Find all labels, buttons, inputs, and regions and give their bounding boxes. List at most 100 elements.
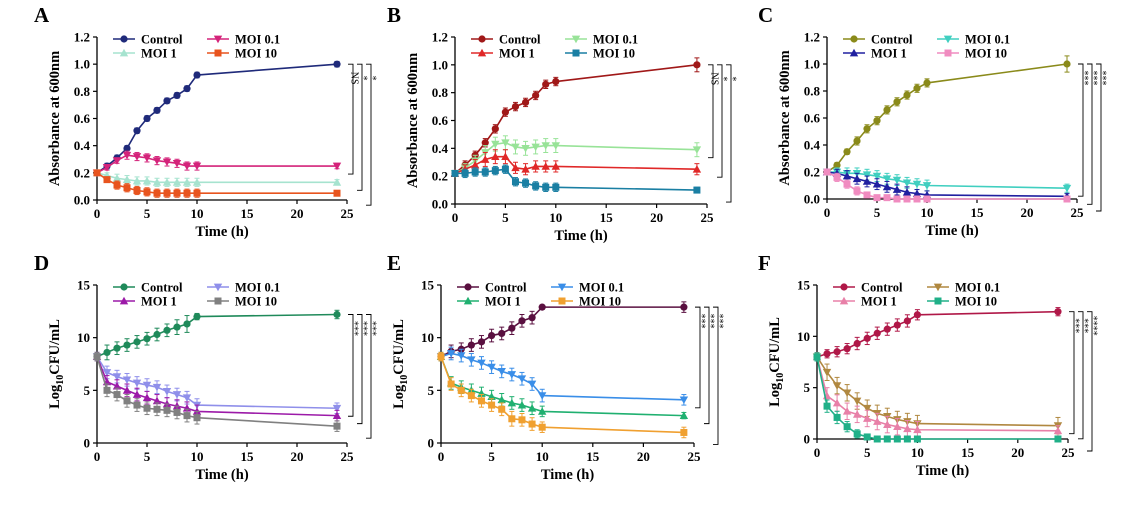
data-point (853, 187, 861, 195)
y-tick-label: 0.2 (74, 165, 90, 180)
x-tick-label: 10 (911, 445, 924, 460)
data-point (112, 157, 122, 165)
data-point (528, 314, 536, 322)
panel-letter: D (34, 251, 49, 275)
legend-label: MOI 10 (579, 295, 621, 309)
y-tick-label: 15 (77, 278, 91, 293)
data-point (551, 142, 560, 150)
data-point (902, 179, 912, 187)
legend: Control MOI 0.1 MOI 1 MOI 10 (843, 33, 1010, 61)
data-point (873, 117, 881, 125)
legend-marker (933, 283, 943, 292)
data-point (498, 405, 506, 413)
significance-bracket (1087, 311, 1093, 452)
data-point (461, 169, 469, 177)
series-line (816, 310, 1058, 358)
data-point (132, 390, 142, 398)
data-point (193, 313, 201, 321)
data-point (843, 148, 851, 156)
data-point (162, 388, 172, 396)
data-point (133, 338, 141, 346)
data-point (872, 179, 882, 188)
data-point (477, 397, 485, 405)
data-point (680, 428, 688, 436)
data-point (491, 167, 499, 175)
legend: Control MOI 0.1 MOI 1 MOI 10 (833, 281, 1000, 309)
data-point (853, 339, 861, 348)
panel-e: E 0 5 10 15 0 5 10 15 20 25 Time (h) Log10CFU/mL Cont… (387, 251, 725, 483)
data-point (163, 326, 171, 334)
data-point (501, 139, 510, 147)
legend: Control MOI 0.1 MOI 1 MOI 10 (471, 33, 638, 61)
x-axis-title: Time (h) (554, 228, 607, 244)
y-tick-label: 15 (797, 278, 811, 293)
data-point (501, 152, 510, 161)
legend-label: MOI 0.1 (235, 33, 280, 47)
data-point (853, 430, 861, 438)
significance-label: * (367, 76, 378, 81)
data-point (852, 174, 862, 183)
series-line (96, 356, 338, 410)
data-point (142, 381, 152, 390)
significance-bracket (1078, 63, 1084, 197)
data-point (133, 127, 141, 135)
data-point (508, 324, 516, 332)
data-point (122, 175, 132, 183)
legend-label: MOI 1 (861, 295, 897, 309)
y-tick-label: 0.0 (804, 192, 820, 207)
data-point (467, 392, 475, 400)
legend-marker (120, 35, 128, 43)
data-point (123, 341, 131, 349)
data-point (923, 195, 931, 203)
data-point (813, 353, 821, 361)
data-point (143, 335, 151, 343)
legend-marker (944, 49, 952, 57)
data-point (922, 182, 932, 190)
data-point (333, 60, 341, 68)
significance-label: *** (705, 314, 716, 329)
y-tick-label: 1.2 (804, 30, 820, 45)
series-line (440, 306, 684, 358)
legend-label: MOI 1 (141, 295, 177, 309)
legend-label: MOI 10 (235, 295, 277, 309)
data-point (893, 195, 901, 203)
x-tick-label: 20 (1011, 445, 1024, 460)
panel-letter: F (758, 251, 771, 275)
significance-bracket (1096, 63, 1102, 212)
data-point (467, 356, 476, 364)
x-tick-label: 0 (824, 205, 831, 220)
significance-label: * (358, 76, 369, 81)
x-tick-label: 5 (488, 449, 495, 464)
significance-brackets: NS** (708, 64, 738, 203)
data-point (903, 424, 912, 433)
data-point (893, 435, 901, 443)
data-point (333, 422, 341, 430)
data-point (863, 404, 872, 413)
x-tick-label: 15 (241, 449, 255, 464)
data-point (152, 383, 162, 392)
data-point (172, 178, 182, 186)
x-tick-label: 25 (341, 206, 355, 221)
legend-marker (840, 283, 848, 291)
significance-brackets: ********* (348, 314, 378, 439)
legend-label: MOI 0.1 (955, 281, 1000, 295)
x-tick-label: 15 (971, 205, 985, 220)
data-point (332, 404, 342, 413)
data-point (491, 140, 500, 149)
y-axis-title: Log10CFU/mL (767, 317, 786, 407)
data-point (457, 352, 466, 360)
series-moi-0-1 (436, 346, 689, 406)
data-point (103, 348, 111, 357)
legend-marker (558, 297, 566, 305)
data-point (863, 191, 871, 199)
x-tick-label: 20 (1021, 205, 1034, 220)
data-point (123, 184, 131, 192)
data-point (1054, 308, 1062, 316)
series-moi-0-1 (92, 150, 342, 178)
legend-label: MOI 10 (235, 47, 277, 61)
significance-bracket (1078, 311, 1084, 440)
x-axis-title: Time (h) (916, 463, 969, 479)
significance-bracket (366, 314, 372, 439)
x-tick-label: 0 (452, 210, 459, 225)
data-point (193, 414, 201, 422)
